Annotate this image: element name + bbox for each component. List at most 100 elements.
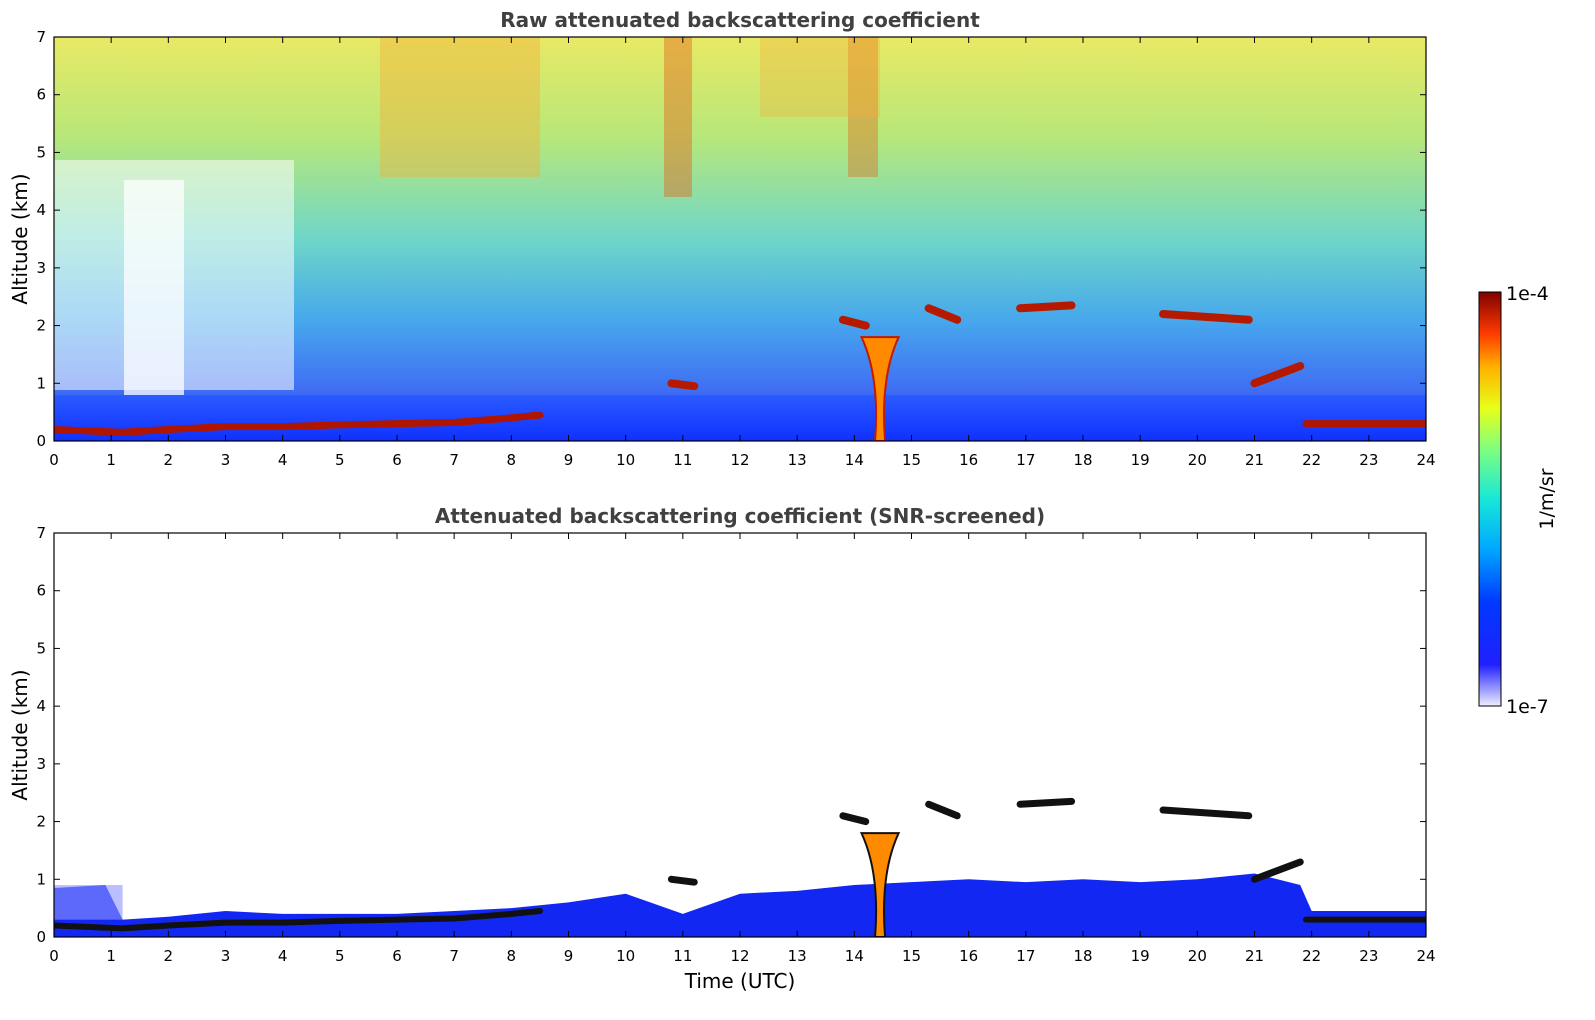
top-x-tick-label: 3 — [221, 451, 231, 469]
bottom-x-tick-label: 21 — [1245, 947, 1264, 965]
bottom-y-tick-label: 2 — [36, 813, 46, 831]
top-x-tick-label: 2 — [164, 451, 174, 469]
bottom-x-tick-label: 11 — [673, 947, 692, 965]
top-aerosol-layer-top — [54, 411, 544, 436]
top-x-tick-label: 10 — [616, 451, 635, 469]
top-x-tick-label: 13 — [788, 451, 807, 469]
top-y-tick-label: 3 — [36, 259, 46, 277]
colorbar-unit-label: 1/m/sr — [1536, 468, 1558, 529]
bottom-x-tick-label: 8 — [507, 947, 517, 965]
bottom-x-tick-label: 16 — [959, 947, 978, 965]
top-y-axis-label: Altitude (km) — [8, 173, 32, 304]
bottom-x-tick-label: 19 — [1131, 947, 1150, 965]
top-x-tick-label: 22 — [1302, 451, 1321, 469]
bottom-y-tick-label: 0 — [36, 928, 46, 946]
bottom-x-tick-label: 13 — [788, 947, 807, 965]
top-warm-noise-column-11 — [664, 37, 692, 197]
top-x-tick-label: 19 — [1131, 451, 1150, 469]
top-x-tick-label: 16 — [959, 451, 978, 469]
bottom-cloud-layer — [1251, 858, 1304, 883]
bottom-x-tick-label: 15 — [902, 947, 921, 965]
bottom-residual-layer — [54, 885, 123, 920]
bottom-x-tick-label: 6 — [392, 947, 402, 965]
top-x-tick-label: 15 — [902, 451, 921, 469]
top-y-tick-label: 4 — [36, 201, 46, 219]
top-x-tick-label: 8 — [507, 451, 517, 469]
top-warm-noise-region — [380, 37, 540, 177]
bottom-x-tick-label: 2 — [164, 947, 174, 965]
bottom-x-tick-label: 22 — [1302, 947, 1321, 965]
colorbar-gradient — [1478, 291, 1502, 707]
bottom-cloud-layer — [1016, 797, 1076, 808]
bottom-panel-features — [54, 797, 1426, 937]
top-cloud-layer — [924, 304, 962, 324]
top-x-tick-label: 5 — [335, 451, 345, 469]
top-x-tick-label: 9 — [564, 451, 574, 469]
top-panel-features — [54, 301, 1426, 441]
bottom-x-tick-label: 7 — [449, 947, 459, 965]
bottom-x-tick-label: 23 — [1359, 947, 1378, 965]
bottom-x-tick-label: 17 — [1016, 947, 1035, 965]
bottom-cloud-layer — [1159, 806, 1253, 820]
top-y-tick-label: 0 — [36, 432, 46, 450]
top-low-noise-region-2 — [124, 180, 184, 415]
top-panel-plot-area — [54, 37, 1426, 441]
bottom-cloud-layer — [667, 875, 698, 886]
bottom-x-tick-label: 12 — [730, 947, 749, 965]
bottom-y-tick-label: 1 — [36, 870, 46, 888]
bottom-x-tick-label: 18 — [1073, 947, 1092, 965]
colorbar-min-label: 1e-7 — [1506, 696, 1549, 718]
bottom-y-tick-label: 6 — [36, 582, 46, 600]
bottom-y-tick-label: 4 — [36, 697, 46, 715]
bottom-panel-plot-area — [54, 533, 1426, 937]
bottom-y-tick-label: 7 — [36, 524, 46, 542]
bottom-aerosol-layer-top — [54, 908, 543, 932]
top-near-surface-band — [54, 395, 1426, 441]
top-y-tick-label: 2 — [36, 317, 46, 335]
bottom-x-tick-label: 24 — [1416, 947, 1435, 965]
top-x-tick-label: 18 — [1073, 451, 1092, 469]
top-x-tick-label: 24 — [1416, 451, 1435, 469]
top-panel-title: Raw attenuated backscattering coefficien… — [500, 8, 980, 32]
bottom-y-tick-label: 3 — [36, 755, 46, 773]
top-y-tick-label: 7 — [36, 28, 46, 46]
top-cloud-layer — [1016, 301, 1076, 313]
bottom-x-tick-label: 0 — [49, 947, 59, 965]
bottom-x-tick-label: 4 — [278, 947, 288, 965]
colorbar-max-label: 1e-4 — [1506, 283, 1549, 305]
top-x-tick-label: 0 — [49, 451, 59, 469]
top-x-tick-label: 1 — [106, 451, 116, 469]
top-x-tick-label: 12 — [730, 451, 749, 469]
top-x-tick-label: 4 — [278, 451, 288, 469]
bottom-background — [54, 533, 1426, 937]
bottom-x-tick-label: 1 — [106, 947, 116, 965]
top-x-tick-label: 21 — [1245, 451, 1264, 469]
top-y-tick-label: 6 — [36, 86, 46, 104]
top-y-tick-label: 1 — [36, 374, 46, 392]
bottom-cloud-column — [859, 832, 901, 937]
colorbar: 1e-4 1e-7 1/m/sr — [1478, 283, 1558, 718]
top-cloud-layer — [667, 379, 699, 391]
top-x-tick-label: 7 — [449, 451, 459, 469]
bottom-panel-title: Attenuated backscattering coefficient (S… — [435, 504, 1045, 528]
top-y-tick-label: 5 — [36, 143, 46, 161]
top-x-tick-label: 11 — [673, 451, 692, 469]
bottom-y-tick-label: 5 — [36, 639, 46, 657]
bottom-x-tick-label: 20 — [1188, 947, 1207, 965]
top-x-tick-label: 20 — [1188, 451, 1207, 469]
top-warm-noise-column-14 — [848, 37, 878, 177]
top-x-tick-label: 17 — [1016, 451, 1035, 469]
top-x-tick-label: 6 — [392, 451, 402, 469]
bottom-x-tick-label: 3 — [221, 947, 231, 965]
bottom-cloud-layer — [925, 800, 961, 820]
bottom-x-tick-label: 10 — [616, 947, 635, 965]
bottom-x-tick-label: 5 — [335, 947, 345, 965]
top-cloud-layer — [838, 315, 870, 330]
top-panel-axes: 0 1 2 3 4 5 6 7 8 9 10 11 12 13 14 15 16 17 18 19 20 21 22 23 24… — [36, 28, 1435, 469]
bottom-panel-axes: 0 1 2 3 4 5 6 7 8 9 10 11 12 13 14 15 16 17 18 19 20 21 22 23 24… — [36, 524, 1435, 965]
top-cloud-layer — [1250, 361, 1305, 388]
top-cloud-column — [859, 336, 901, 441]
top-warm-noise-region-2 — [760, 37, 880, 117]
x-axis-label: Time (UTC) — [684, 969, 796, 993]
bottom-y-axis-label: Altitude (km) — [8, 669, 32, 800]
